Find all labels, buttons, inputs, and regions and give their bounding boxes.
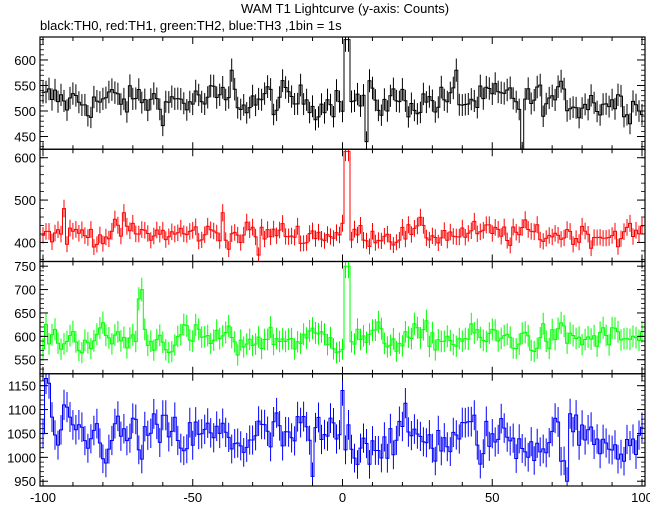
series-th1-line bbox=[41, 150, 644, 256]
x-tick-label: 100 bbox=[631, 490, 650, 505]
series-th0-line bbox=[41, 39, 644, 150]
panel-th1: 400 500 600 bbox=[14, 148, 646, 263]
panel-th0: 450 500 550 600 bbox=[14, 36, 646, 150]
y-tick-label: 500 bbox=[14, 193, 36, 208]
y-tick-label: 1150 bbox=[8, 379, 36, 394]
series-th1-errorbars bbox=[42, 149, 643, 262]
y-tick-label: 400 bbox=[14, 235, 36, 250]
y-tick-label: 450 bbox=[14, 129, 36, 144]
y-tick-label: 600 bbox=[14, 151, 36, 166]
x-tick-label: 0 bbox=[339, 490, 346, 505]
x-tick-label: -50 bbox=[183, 490, 202, 505]
panel-frame bbox=[39, 36, 646, 150]
series-th0-errorbars bbox=[42, 37, 643, 150]
chart-title: WAM T1 Lightcurve (y-axis: Counts) bbox=[241, 1, 449, 16]
panels-group: 450 500 550 600 400 500 600 550 600 650 700 750 950 1… bbox=[7, 36, 646, 489]
panel-frame bbox=[39, 148, 646, 263]
errorbar-path bbox=[42, 373, 643, 486]
y-tick-label: 1100 bbox=[8, 403, 36, 418]
y-tick-label: 600 bbox=[14, 53, 36, 68]
y-tick-label: 500 bbox=[14, 104, 36, 119]
x-tick-label: -100 bbox=[30, 490, 56, 505]
y-tick-label: 550 bbox=[14, 353, 36, 368]
panel-th2: 550 600 650 700 750 bbox=[14, 259, 646, 375]
y-tick-label: 600 bbox=[14, 329, 36, 344]
y-tick-label: 550 bbox=[14, 78, 36, 93]
x-tick-label: 50 bbox=[485, 490, 499, 505]
y-tick-label: 950 bbox=[14, 474, 36, 489]
errorbar-path bbox=[42, 149, 643, 262]
panel-th3: 950 1000 1050 1100 1150 bbox=[7, 373, 646, 489]
y-tick-label: 750 bbox=[14, 259, 36, 274]
y-tick-label: 650 bbox=[14, 306, 36, 321]
errorbar-path bbox=[42, 261, 643, 366]
series-th3-errorbars bbox=[42, 373, 643, 486]
x-axis: -100 -50 0 50 100 bbox=[30, 490, 650, 505]
y-tick-label: 700 bbox=[14, 283, 36, 298]
errorbar-path bbox=[42, 37, 643, 150]
chart-subtitle: black:TH0, red:TH1, green:TH2, blue:TH3 … bbox=[40, 18, 342, 33]
y-tick-label: 1000 bbox=[7, 450, 36, 465]
y-tick-label: 1050 bbox=[7, 426, 36, 441]
series-th2-errorbars bbox=[42, 261, 643, 366]
